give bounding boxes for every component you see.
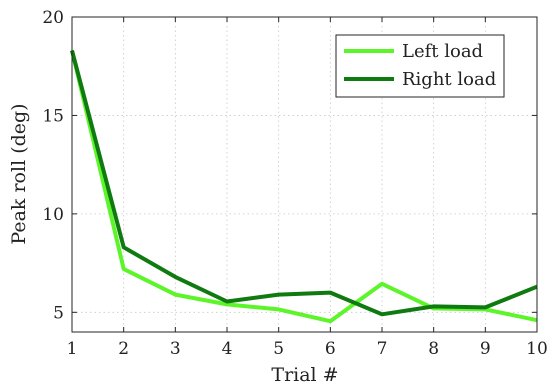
legend-box	[335, 34, 505, 98]
x-tick-label: 5	[273, 339, 284, 359]
axes	[71, 16, 538, 333]
x-tick-label: 7	[377, 339, 388, 359]
x-tick-label: 6	[325, 339, 336, 359]
y-tick-label: 5	[53, 303, 64, 323]
legend: Left load Right load	[335, 34, 505, 98]
x-tick-label: 1	[67, 339, 78, 359]
x-tick-label: 8	[428, 339, 439, 359]
y-tick-label: 20	[42, 8, 64, 28]
x-tick-label: 4	[222, 339, 233, 359]
plot-frame	[71, 16, 538, 333]
legend-label: Right load	[402, 69, 496, 90]
x-tick-label: 10	[526, 339, 547, 359]
tick-labels: 1 2 3 4 5 6 7 8 9 10 5 10 15 20	[42, 8, 547, 359]
y-tick-label: 10	[42, 205, 64, 225]
series-line-2	[70, 49, 538, 317]
legend-label: Left load	[402, 41, 483, 62]
x-tick-label: 2	[118, 339, 129, 359]
x-tick-label: 3	[170, 339, 181, 359]
x-tick-label: 9	[480, 339, 491, 359]
y-axis-label: Peak roll (deg)	[8, 103, 30, 244]
y-tick-label: 15	[42, 106, 64, 126]
series-lines	[70, 49, 538, 324]
x-axis-label: Trial #	[271, 364, 338, 385]
